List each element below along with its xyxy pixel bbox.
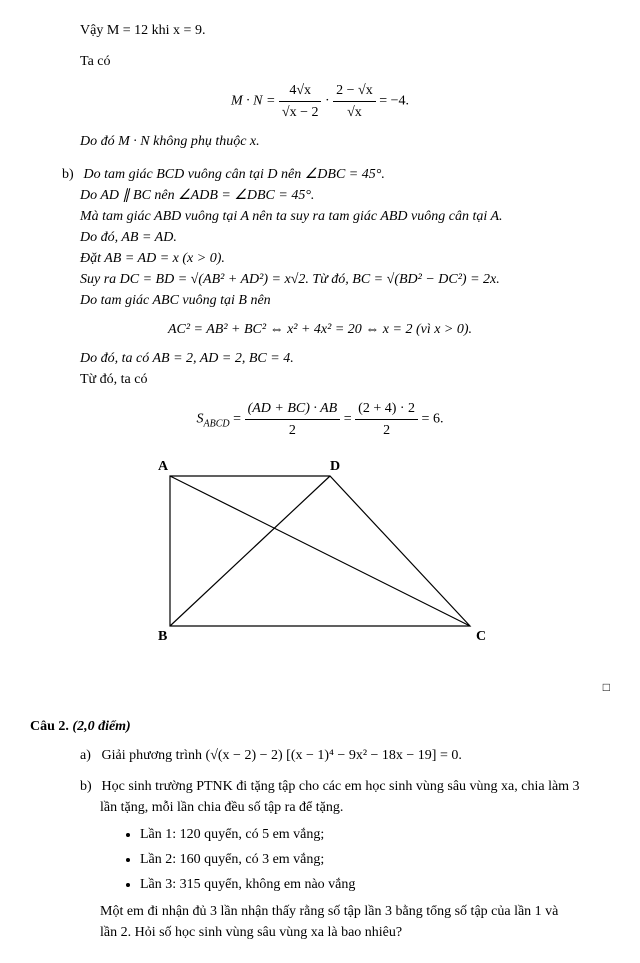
text: Do tam giác BCD vuông cân tại D nên ∠DBC… (84, 167, 385, 182)
text-line: Do đó, AB = AD. (80, 227, 610, 248)
text-line: Do đó, ta có AB = 2, AD = 2, BC = 4. (80, 348, 610, 369)
text: Học sinh trường PTNK đi tặng tập cho các… (102, 779, 580, 794)
text: Một em đi nhận đủ 3 lần nhận thấy rằng s… (100, 904, 558, 919)
diagonal-bd (170, 476, 330, 626)
text: Từ đó, ta có (80, 372, 147, 387)
cau-points: (2,0 điểm) (72, 719, 130, 734)
text: Lần 3: 315 quyển, không em nào vắng (140, 877, 355, 892)
vertex-label-a: A (158, 459, 169, 474)
equation-ac: AC² = AB² + BC² ⇔ x² + 4x² = 20 ⇔ x = 2 … (30, 319, 610, 340)
vertex-label-c: C (476, 629, 486, 644)
text: Do đó M · N không phụ thuộc x. (80, 134, 260, 149)
eq-right: = 6. (422, 412, 444, 427)
fraction: (AD + BC) · AB 2 (245, 398, 341, 441)
text: lần tặng, mỗi lần chia đều số tập ra để … (100, 800, 343, 815)
trapezoid-diagram: A D B C (30, 456, 610, 663)
diagonal-ac (170, 476, 470, 626)
text: Do tam giác ABC vuông tại B nên (80, 293, 271, 308)
text-line: Ta có (80, 51, 610, 72)
denominator: √x (333, 102, 376, 123)
part-a: a) Giải phương trình (√(x − 2) − 2) [(x … (80, 745, 610, 766)
vertex-label-b: B (158, 629, 167, 644)
part-b2: b) Học sinh trường PTNK đi tặng tập cho … (80, 776, 610, 797)
text: Ta có (80, 54, 111, 69)
text: Do đó, AB = AD. (80, 230, 177, 245)
numerator: 2 − √x (333, 80, 376, 102)
numerator: (2 + 4) · 2 (355, 398, 418, 420)
vertex-label-d: D (330, 459, 340, 474)
list-item: Lần 1: 120 quyển, có 5 em vắng; (140, 824, 610, 845)
text: Suy ra DC = BD = √(AB² + AD²) = x√2. Từ … (80, 272, 500, 287)
text-line: Từ đó, ta có (80, 369, 610, 390)
end-mark: □ (603, 678, 610, 696)
eq-left: S (197, 412, 204, 427)
eq-right: = −4. (379, 94, 409, 109)
text-line: Một em đi nhận đủ 3 lần nhận thấy rằng s… (100, 901, 610, 922)
eq-sub: ABCD (204, 419, 230, 430)
eq-eq: = (233, 412, 244, 427)
part-b: b) Do tam giác BCD vuông cân tại D nên ∠… (62, 164, 610, 185)
text-line: lần 2. Hỏi số học sinh vùng sâu vùng xa … (100, 922, 610, 943)
denominator: 2 (245, 420, 341, 441)
text-line: Suy ra DC = BD = √(AB² + AD²) = x√2. Từ … (80, 269, 610, 290)
part-label: b) (62, 164, 80, 185)
text: Mà tam giác ABD vuông tại A nên ta suy r… (80, 209, 503, 224)
numerator: (AD + BC) · AB (245, 398, 341, 420)
part-label: b) (80, 776, 98, 797)
text: lần 2. Hỏi số học sinh vùng sâu vùng xa … (100, 925, 402, 940)
fraction: 2 − √x √x (333, 80, 376, 123)
text: Do đó, ta có AB = 2, AD = 2, BC = 4. (80, 351, 294, 366)
equation-mn: M · N = 4√x √x − 2 · 2 − √x √x = −4. (30, 80, 610, 123)
text-line: lần tặng, mỗi lần chia đều số tập ra để … (100, 797, 610, 818)
text: Do AD ∥ BC nên ∠ADB = ∠DBC = 45°. (80, 188, 314, 203)
text-line: Vậy M = 12 khi x = 9. (80, 20, 610, 41)
fraction: 4√x √x − 2 (279, 80, 322, 123)
text: Vậy M = 12 khi x = 9. (80, 23, 205, 38)
text-line: Đặt AB = AD = x (x > 0). (80, 248, 610, 269)
text: Giải phương trình (√(x − 2) − 2) [(x − 1… (102, 748, 462, 763)
eq-mid: = (344, 412, 355, 427)
eq-left: M · N = (231, 94, 279, 109)
fraction: (2 + 4) · 2 2 (355, 398, 418, 441)
part-label: a) (80, 745, 98, 766)
text-line: Do tam giác ABC vuông tại B nên (80, 290, 610, 311)
eq-text: AC² = AB² + BC² ⇔ x² + 4x² = 20 ⇔ x = 2 … (168, 322, 472, 337)
question-header: Câu 2. (2,0 điểm) (30, 716, 610, 737)
text: Lần 1: 120 quyển, có 5 em vắng; (140, 827, 324, 842)
text: Đặt AB = AD = x (x > 0). (80, 251, 225, 266)
text-line: Mà tam giác ABD vuông tại A nên ta suy r… (80, 206, 610, 227)
text-line: Do đó M · N không phụ thuộc x. (80, 131, 610, 152)
cau-number: Câu 2. (30, 719, 69, 734)
numerator: 4√x (279, 80, 322, 102)
denominator: 2 (355, 420, 418, 441)
text-line: Do AD ∥ BC nên ∠ADB = ∠DBC = 45°. (80, 185, 610, 206)
text: Lần 2: 160 quyển, có 3 em vắng; (140, 852, 324, 867)
diagram-svg: A D B C (130, 456, 510, 656)
eq-mid: · (325, 94, 333, 109)
list-item: Lần 2: 160 quyển, có 3 em vắng; (140, 849, 610, 870)
bullet-list: Lần 1: 120 quyển, có 5 em vắng; Lần 2: 1… (30, 824, 610, 895)
list-item: Lần 3: 315 quyển, không em nào vắng (140, 874, 610, 895)
denominator: √x − 2 (279, 102, 322, 123)
equation-area: SABCD = (AD + BC) · AB 2 = (2 + 4) · 2 2… (30, 398, 610, 441)
